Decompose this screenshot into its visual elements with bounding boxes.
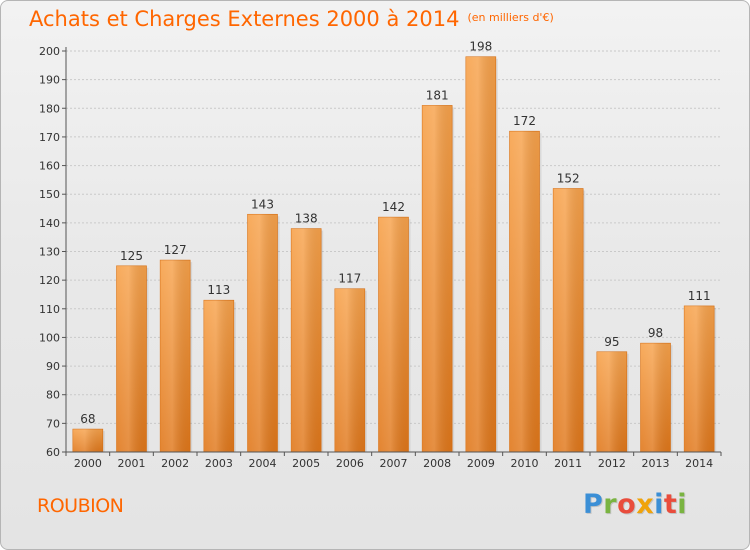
bar-highlight bbox=[553, 188, 584, 452]
x-tick-label: 2011 bbox=[554, 457, 582, 470]
bar-highlight bbox=[596, 351, 627, 452]
y-tick-label: 190 bbox=[39, 74, 60, 87]
x-tick-label: 2001 bbox=[118, 457, 146, 470]
bar-highlight bbox=[422, 105, 453, 453]
logo-letter: r bbox=[603, 489, 618, 520]
unit-note: (en milliers d'€) bbox=[467, 11, 554, 24]
logo-letter: i bbox=[677, 489, 688, 520]
data-label: 98 bbox=[648, 326, 663, 340]
logo-letter: P bbox=[583, 489, 604, 520]
bar-highlight bbox=[684, 305, 715, 452]
x-tick-label: 2002 bbox=[161, 457, 189, 470]
data-label: 172 bbox=[513, 114, 536, 128]
bar-highlight bbox=[291, 228, 322, 452]
bar-highlight bbox=[247, 214, 278, 452]
data-label: 181 bbox=[426, 88, 449, 102]
logo-letter: t bbox=[663, 489, 678, 520]
commune-name: ROUBION bbox=[37, 495, 124, 517]
y-tick-label: 140 bbox=[39, 217, 60, 230]
data-label: 113 bbox=[207, 283, 230, 297]
data-label: 117 bbox=[338, 272, 361, 286]
title-text: Achats et Charges Externes 2000 à 2014 bbox=[29, 7, 460, 31]
x-tick-label: 2007 bbox=[380, 457, 408, 470]
data-label: 127 bbox=[164, 243, 187, 257]
x-tick-label: 2012 bbox=[598, 457, 626, 470]
x-tick-label: 2005 bbox=[292, 457, 320, 470]
proxiti-logo: Proxiti bbox=[583, 489, 687, 520]
y-tick-label: 130 bbox=[39, 246, 60, 259]
logo-letter: o bbox=[617, 489, 637, 520]
bar-highlight bbox=[72, 429, 103, 452]
data-label: 95 bbox=[604, 335, 619, 349]
x-tick-label: 2000 bbox=[74, 457, 102, 470]
data-label: 198 bbox=[469, 40, 492, 54]
x-tick-label: 2006 bbox=[336, 457, 364, 470]
y-tick-label: 60 bbox=[46, 446, 60, 459]
y-tick-label: 160 bbox=[39, 160, 60, 173]
y-tick-label: 90 bbox=[46, 360, 60, 373]
bar-highlight bbox=[203, 300, 234, 452]
y-tick-label: 120 bbox=[39, 274, 60, 287]
data-label: 138 bbox=[295, 212, 318, 226]
logo-letter: x bbox=[636, 489, 655, 520]
bar-highlight bbox=[334, 288, 365, 452]
x-tick-label: 2003 bbox=[205, 457, 233, 470]
bar-highlight bbox=[378, 217, 409, 452]
data-label: 111 bbox=[688, 289, 711, 303]
y-tick-label: 180 bbox=[39, 102, 60, 115]
axes-group: 60 70 80 90 100 110 120 130 140 150 160 170 180 190 20… bbox=[39, 45, 722, 470]
data-label: 152 bbox=[557, 171, 580, 185]
bar-highlight bbox=[160, 260, 191, 452]
data-label: 143 bbox=[251, 197, 274, 211]
y-tick-label: 170 bbox=[39, 131, 60, 144]
y-tick-label: 100 bbox=[39, 331, 60, 344]
x-tick-label: 2008 bbox=[423, 457, 451, 470]
bar-highlight bbox=[640, 343, 671, 452]
x-tick-label: 2009 bbox=[467, 457, 495, 470]
y-tick-label: 70 bbox=[46, 417, 60, 430]
data-label: 68 bbox=[80, 412, 95, 426]
y-tick-label: 200 bbox=[39, 45, 60, 58]
bar-highlight bbox=[465, 56, 496, 452]
x-tick-label: 2014 bbox=[685, 457, 713, 470]
x-tick-label: 2004 bbox=[249, 457, 277, 470]
logo-letter: i bbox=[654, 489, 664, 520]
bar-highlight bbox=[116, 265, 147, 452]
data-label: 125 bbox=[120, 249, 143, 263]
x-tick-label: 2010 bbox=[511, 457, 539, 470]
bars-group: 68 125 127 113 143 138 117 142 181 198 172 152 95 98 1… bbox=[72, 40, 717, 453]
y-tick-label: 150 bbox=[39, 188, 60, 201]
chart-title: Achats et Charges Externes 2000 à 2014 (e… bbox=[29, 7, 554, 31]
y-tick-label: 80 bbox=[46, 389, 60, 402]
x-tick-label: 2013 bbox=[642, 457, 670, 470]
y-tick-label: 110 bbox=[39, 303, 60, 316]
data-label: 142 bbox=[382, 200, 405, 214]
bar-highlight bbox=[509, 131, 540, 452]
